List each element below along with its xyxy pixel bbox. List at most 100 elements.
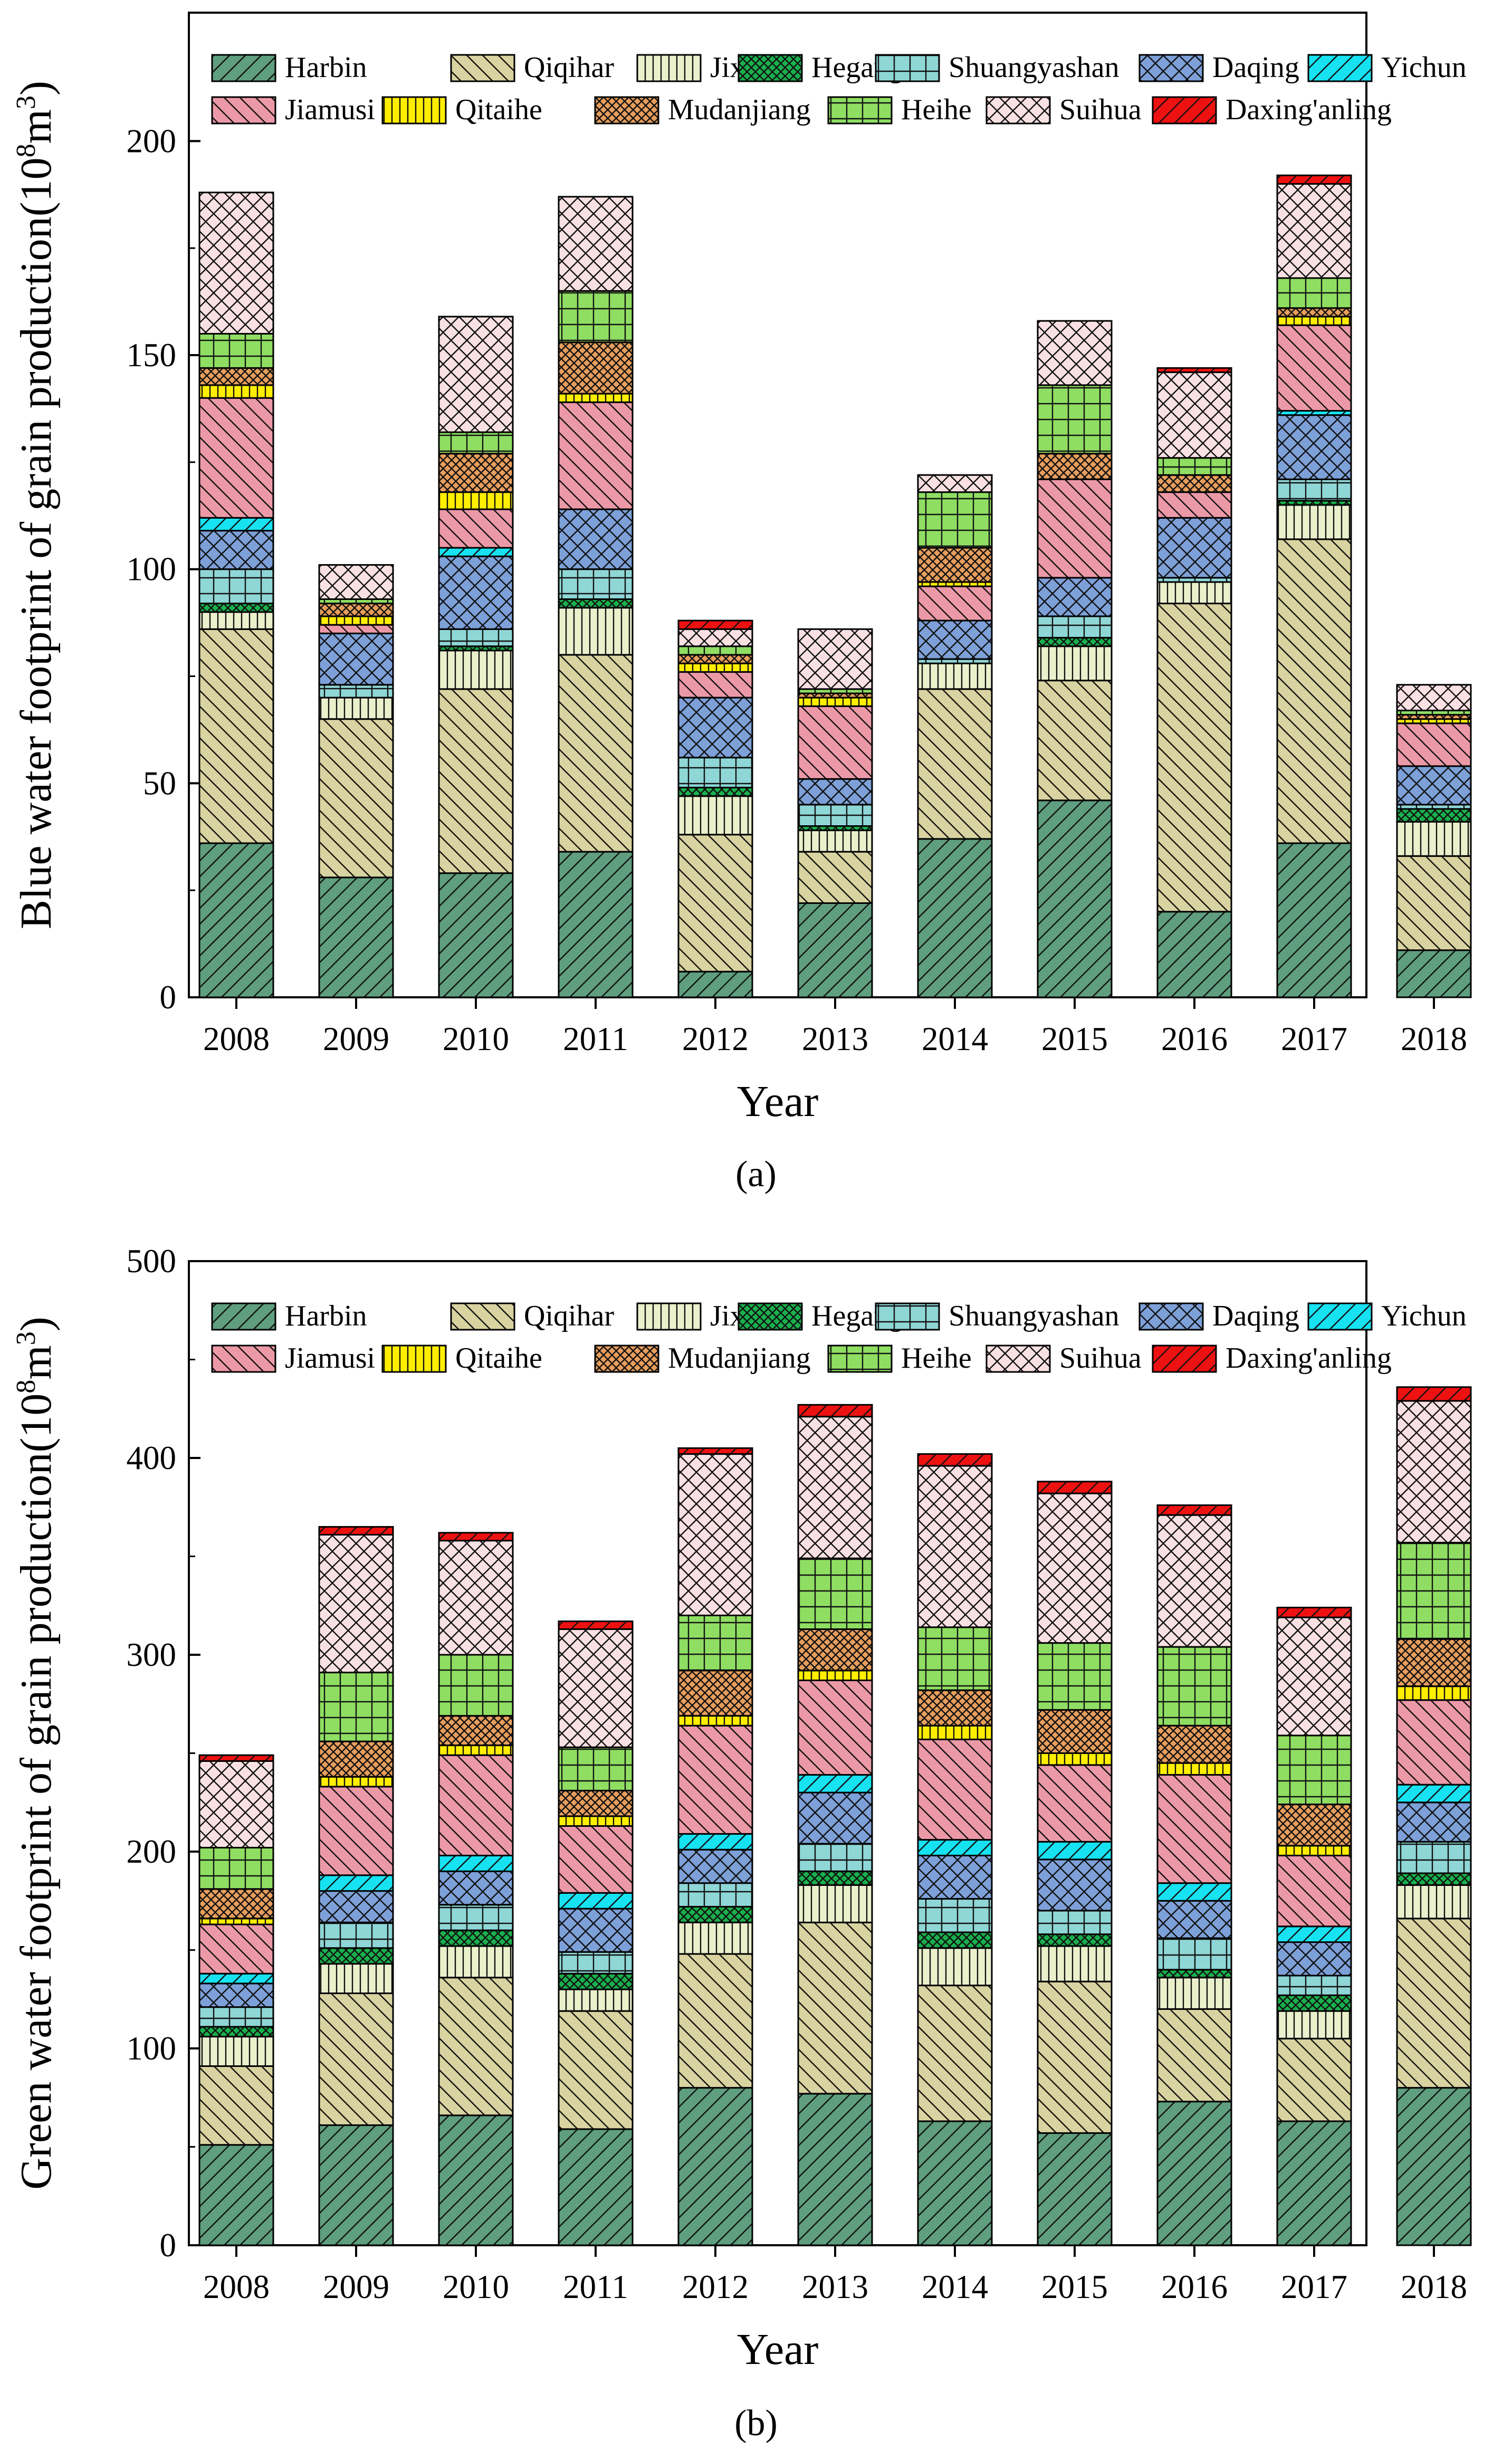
bar-segment-qiqihar-2016 xyxy=(1156,2008,1232,2103)
legend-label: Heihe xyxy=(901,93,972,126)
y-tick-label: 500 xyxy=(127,1243,177,1280)
x-tick-label: 2012 xyxy=(682,2268,749,2305)
x-tick-label: 2011 xyxy=(563,2268,628,2305)
bar-segment-harbin-2014 xyxy=(917,838,993,998)
y-axis-title-ylabel_exp: 8 xyxy=(11,1380,41,1394)
legend-swatch-hegang xyxy=(738,1302,803,1331)
bar-segment-daqing-2017 xyxy=(1276,414,1352,480)
x-tick-label: 2015 xyxy=(1041,1021,1108,1057)
bar-segment-jixi-2016 xyxy=(1156,581,1232,605)
x-tick-label: 2014 xyxy=(922,1021,988,1057)
bar-segment-heihe-2011 xyxy=(558,290,634,344)
legend-swatch-harbin xyxy=(211,1302,276,1331)
y-axis-title-ylabel_exp: 8 xyxy=(11,144,41,157)
bar-segment-jixi-2016 xyxy=(1156,1977,1232,2010)
bar-segment-yichun-2010 xyxy=(438,1854,514,1872)
legend-swatch-mudanjiang xyxy=(594,96,659,125)
legend-swatch-yichun xyxy=(1307,54,1373,82)
bar-segment-qiqihar-2018 xyxy=(1396,855,1472,951)
bar-segment-hegang-2012 xyxy=(677,786,753,797)
legend-label: Qitaihe xyxy=(455,93,542,126)
legend-label: Daxing'anling xyxy=(1226,93,1392,126)
y-tick-label: 200 xyxy=(127,122,177,159)
bar-segment-daqing-2010 xyxy=(438,1870,514,1906)
x-tick-label: 2018 xyxy=(1401,1021,1467,1057)
bar-segment-heihe-2010 xyxy=(438,1654,514,1717)
bar-segment-hegang-2018 xyxy=(1396,808,1472,823)
bar-segment-heihe-2017 xyxy=(1276,277,1352,309)
bar-segment-suihua-2008 xyxy=(198,192,274,335)
bar-segment-jiamusi-2010 xyxy=(438,1754,514,1856)
bar-segment-jixi-2010 xyxy=(438,650,514,690)
legend-swatch-daxinganling xyxy=(1152,1345,1217,1373)
bar-segment-jiamusi-2011 xyxy=(558,1825,634,1894)
bar-segment-qiqihar-2008 xyxy=(198,628,274,844)
bar-segment-suihua-2015 xyxy=(1037,1492,1113,1644)
bar-segment-jixi-2008 xyxy=(198,611,274,630)
bar-segment-jixi-2013 xyxy=(797,1884,873,1923)
bar-segment-yichun-2015 xyxy=(1037,1841,1113,1861)
bar-segment-mudanjiang-2016 xyxy=(1156,474,1232,493)
bar-segment-shuangyashan-2011 xyxy=(558,1951,634,1975)
bar-segment-daqing-2018 xyxy=(1396,1801,1472,1843)
bar-segment-harbin-2013 xyxy=(797,902,873,998)
bar-segment-daqing-2015 xyxy=(1037,577,1113,617)
bar-segment-qitaihe-2009 xyxy=(318,615,394,626)
legend-swatch-shuangyashan xyxy=(875,54,940,82)
bar-segment-mudanjiang-2008 xyxy=(198,367,274,386)
bar-segment-jixi-2009 xyxy=(318,1963,394,1995)
bar-segment-shuangyashan-2018 xyxy=(1396,1841,1472,1874)
bar-segment-suihua-2012 xyxy=(677,1453,753,1616)
legend-label: Qiqihar xyxy=(524,1300,614,1332)
bar-segment-suihua-2010 xyxy=(438,316,514,433)
y-axis-title-ylabel_unit_exp: 3 xyxy=(11,96,41,109)
bar-segment-hegang-2011 xyxy=(558,598,634,609)
bar-segment-suihua-2010 xyxy=(438,1540,514,1656)
bar-segment-harbin-2018 xyxy=(1396,949,1472,998)
bar-segment-qiqihar-2016 xyxy=(1156,603,1232,913)
legend-label: Daxing'anling xyxy=(1226,1342,1392,1375)
bar-segment-yichun-2009 xyxy=(318,1874,394,1892)
legend-swatch-yichun xyxy=(1307,1302,1373,1331)
bar-segment-daqing-2017 xyxy=(1276,1941,1352,1977)
bar-segment-suihua-2016 xyxy=(1156,1514,1232,1648)
bar-segment-shuangyashan-2013 xyxy=(797,1843,873,1872)
bar-segment-heihe-2016 xyxy=(1156,1646,1232,1727)
bar-segment-jixi-2014 xyxy=(917,662,993,690)
legend-swatch-jiamusi xyxy=(211,96,276,125)
bar-segment-jixi-2017 xyxy=(1276,504,1352,540)
bar-segment-mudanjiang-2016 xyxy=(1156,1724,1232,1764)
bar-segment-daqing-2009 xyxy=(318,632,394,686)
bar-segment-mudanjiang-2014 xyxy=(917,547,993,583)
bar-segment-qitaihe-2010 xyxy=(438,1744,514,1756)
legend-swatch-qitaihe xyxy=(381,1345,447,1373)
bar-segment-daxinganling-2010 xyxy=(438,1532,514,1542)
bar-segment-mudanjiang-2014 xyxy=(917,1689,993,1727)
bar-segment-harbin-2016 xyxy=(1156,2101,1232,2246)
bar-segment-suihua-2008 xyxy=(198,1760,274,1849)
bar-segment-qiqihar-2010 xyxy=(438,1977,514,2116)
bar-segment-harbin-2014 xyxy=(917,2120,993,2246)
bar-segment-qiqihar-2013 xyxy=(797,851,873,904)
y-tick-label: 300 xyxy=(127,1636,177,1673)
bar-segment-heihe-2008 xyxy=(198,1847,274,1890)
bar-segment-mudanjiang-2010 xyxy=(438,1715,514,1747)
bar-segment-qitaihe-2017 xyxy=(1276,316,1352,326)
bar-segment-daxinganling-2016 xyxy=(1156,367,1232,373)
legend-swatch-heihe xyxy=(827,96,893,125)
bar-segment-suihua-2017 xyxy=(1276,1616,1352,1737)
bar-segment-qiqihar-2011 xyxy=(558,2010,634,2130)
bar-segment-jiamusi-2016 xyxy=(1156,491,1232,519)
legend-swatch-jixi xyxy=(636,54,702,82)
legend-swatch-jixi xyxy=(636,1302,702,1331)
y-axis-title-ylabel_unit: m xyxy=(12,109,61,144)
legend-label: Qiqihar xyxy=(524,51,614,84)
bar-segment-qitaihe-2013 xyxy=(797,1670,873,1681)
bar-segment-heihe-2016 xyxy=(1156,457,1232,476)
bar-segment-mudanjiang-2015 xyxy=(1037,453,1113,480)
bar-segment-shuangyashan-2016 xyxy=(1156,1937,1232,1971)
bar-segment-daxinganling-2008 xyxy=(198,1754,274,1762)
bar-segment-qiqihar-2012 xyxy=(677,834,753,972)
bar-segment-jiamusi-2014 xyxy=(917,585,993,622)
